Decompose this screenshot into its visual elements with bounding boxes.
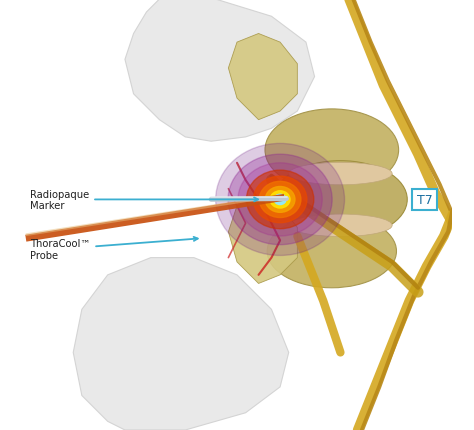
Ellipse shape <box>246 171 314 229</box>
Ellipse shape <box>289 163 392 185</box>
Ellipse shape <box>274 195 286 205</box>
Ellipse shape <box>265 110 399 191</box>
Ellipse shape <box>273 161 407 239</box>
Ellipse shape <box>267 215 396 288</box>
Polygon shape <box>73 258 289 430</box>
Text: T7: T7 <box>417 194 432 206</box>
Text: Radiopaque
Marker: Radiopaque Marker <box>30 189 258 211</box>
Ellipse shape <box>289 215 392 237</box>
Ellipse shape <box>265 187 295 213</box>
Ellipse shape <box>228 155 332 245</box>
Polygon shape <box>228 34 297 120</box>
Ellipse shape <box>259 182 301 218</box>
Polygon shape <box>228 198 297 284</box>
Ellipse shape <box>216 144 345 256</box>
Polygon shape <box>125 0 315 142</box>
Ellipse shape <box>253 177 307 223</box>
Ellipse shape <box>238 163 322 237</box>
Text: ThoraCool™
Probe: ThoraCool™ Probe <box>30 237 198 260</box>
Ellipse shape <box>270 191 290 209</box>
